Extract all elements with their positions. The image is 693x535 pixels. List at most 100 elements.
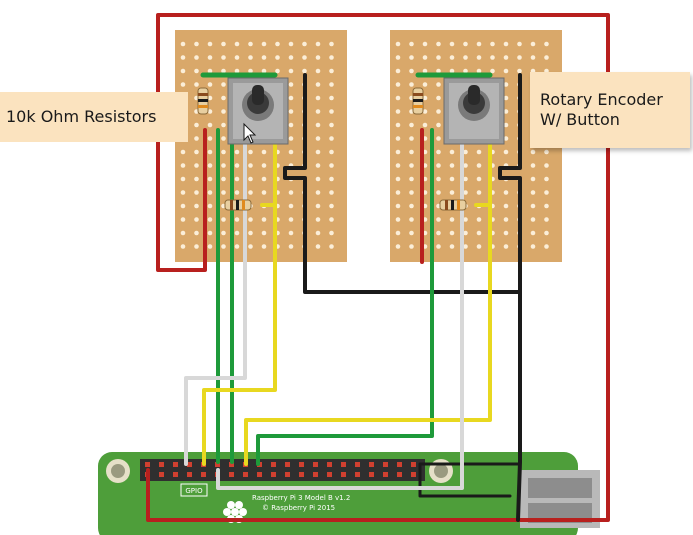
- stripboard-hole: [180, 41, 186, 47]
- stripboard-hole: [248, 230, 253, 236]
- stripboard-hole: [395, 122, 401, 128]
- stripboard-hole: [409, 176, 414, 182]
- stripboard-hole: [248, 190, 253, 195]
- stripboard-hole: [329, 149, 334, 155]
- gpio-pin: [201, 472, 206, 477]
- raspberry-pi-logo: [223, 501, 247, 523]
- stripboard-hole: [180, 176, 186, 182]
- rotary-encoder-left: [227, 77, 289, 145]
- gpio-label: GPIO: [185, 487, 203, 495]
- stripboard-hole: [194, 122, 199, 128]
- stripboard-hole: [248, 163, 253, 168]
- stripboard-hole: [329, 190, 334, 195]
- stripboard-hole: [261, 190, 267, 195]
- stripboard-hole: [463, 190, 468, 195]
- stripboard-hole: [544, 149, 549, 155]
- stripboard-hole: [207, 122, 213, 128]
- stripboard-hole: [207, 230, 213, 236]
- gpio-pin: [187, 472, 192, 477]
- stripboard-hole: [409, 190, 414, 195]
- stripboard-hole: [221, 190, 226, 195]
- stripboard-hole: [395, 136, 401, 141]
- gpio-pin: [369, 462, 374, 467]
- gpio-pin: [313, 472, 318, 477]
- stripboard-left: [175, 30, 347, 262]
- stripboard-hole: [530, 163, 536, 168]
- stripboard-hole: [530, 203, 536, 209]
- stripboard-hole: [517, 41, 522, 47]
- stripboard-hole: [288, 230, 294, 236]
- stripboard-hole: [302, 55, 307, 60]
- gpio-pin: [173, 472, 178, 477]
- gpio-pin: [299, 462, 304, 467]
- stripboard-hole: [315, 176, 321, 182]
- stripboard-hole: [180, 82, 186, 87]
- stripboard-hole: [409, 203, 414, 209]
- stripboard-hole: [422, 122, 428, 128]
- stripboard-hole: [221, 230, 226, 236]
- gpio-pin: [327, 472, 332, 477]
- gpio-pin: [383, 472, 388, 477]
- stripboard-hole: [194, 230, 199, 236]
- gpio-pin: [299, 472, 304, 477]
- stripboard-hole: [329, 122, 334, 128]
- stripboard-hole: [503, 95, 509, 101]
- stripboard-hole: [329, 176, 334, 182]
- stripboard-hole: [221, 68, 226, 74]
- stripboard-hole: [436, 217, 441, 222]
- stripboard-hole: [463, 41, 468, 47]
- stripboard-hole: [221, 41, 226, 47]
- stripboard-hole: [315, 217, 321, 222]
- stripboard-hole: [329, 136, 334, 141]
- stripboard-hole: [436, 82, 441, 87]
- stripboard-hole: [234, 68, 240, 74]
- cursor-icon: [243, 122, 257, 144]
- callout-encoder-line1: Rotary Encoder: [540, 90, 663, 109]
- stripboard-hole: [530, 149, 536, 155]
- stripboard-hole: [234, 244, 240, 249]
- stripboard-hole: [409, 244, 414, 249]
- stripboard-hole: [221, 55, 226, 60]
- stripboard-hole: [194, 217, 199, 222]
- gpio-pin: [187, 462, 192, 467]
- callout-resistors-label: 10k Ohm Resistors: [6, 107, 157, 126]
- stripboard-hole: [329, 203, 334, 209]
- stripboard-hole: [530, 244, 536, 249]
- stripboard-hole: [315, 163, 321, 168]
- wire-black-board: [418, 462, 520, 498]
- wire-red-loop: [146, 13, 610, 522]
- wire-green-right-2: [256, 128, 434, 466]
- gpio-pin: [243, 472, 248, 477]
- stripboard-hole: [207, 55, 213, 60]
- stripboard-hole: [234, 190, 240, 195]
- stripboard-hole: [503, 109, 509, 114]
- stripboard-hole: [530, 230, 536, 236]
- stripboard-hole: [261, 149, 267, 155]
- stripboard-hole: [261, 55, 267, 60]
- stripboard-hole: [544, 41, 549, 47]
- stripboard-hole: [476, 176, 482, 182]
- stripboard-hole: [261, 163, 267, 168]
- gpio-pin: [313, 462, 318, 467]
- stripboard-hole: [207, 217, 213, 222]
- stripboard-hole: [476, 41, 482, 47]
- stripboard-hole: [449, 55, 455, 60]
- wire-white-right: [216, 143, 464, 490]
- stripboard-hole: [329, 68, 334, 74]
- stripboard-hole: [422, 95, 428, 101]
- stripboard-hole: [315, 55, 321, 60]
- stripboard-hole: [436, 163, 441, 168]
- stripboard-hole: [329, 217, 334, 222]
- stripboard-hole: [180, 217, 186, 222]
- stripboard-hole: [436, 68, 441, 74]
- resistor-left-bottom: [224, 199, 252, 211]
- gpio-pin: [327, 462, 332, 467]
- stripboard-hole: [449, 163, 455, 168]
- stripboard-hole: [503, 41, 509, 47]
- board-model-label: Raspberry Pi 3 Model B v1.2: [252, 494, 350, 502]
- stripboard-hole: [436, 41, 441, 47]
- stripboard-hole: [194, 203, 199, 209]
- stripboard-hole: [194, 68, 199, 74]
- stripboard-hole: [288, 122, 294, 128]
- stripboard-hole: [395, 109, 401, 114]
